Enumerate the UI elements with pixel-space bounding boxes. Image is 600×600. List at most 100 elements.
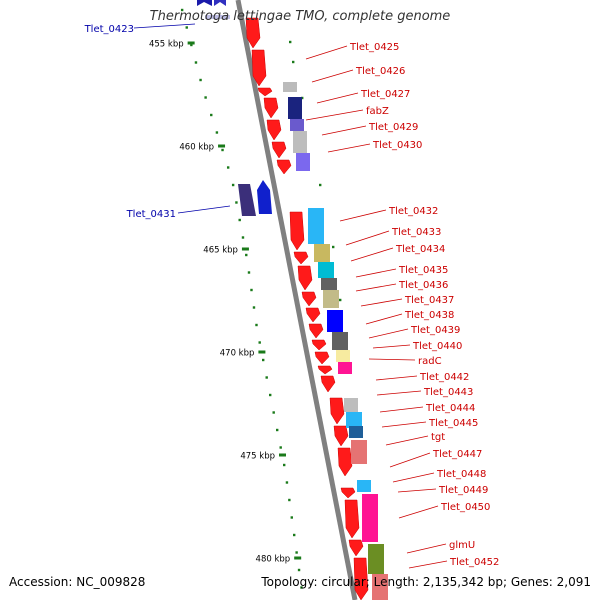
gene-label-forward: Tlet_0433 xyxy=(391,227,441,238)
scale-dot xyxy=(221,148,224,152)
gene-domain-block xyxy=(372,574,388,600)
gene-domain-block xyxy=(351,440,367,464)
scale-tick-label: 470 kbp xyxy=(220,349,255,359)
label-leader-forward xyxy=(368,358,416,361)
gene-arrow-forward xyxy=(271,141,287,159)
label-leader-forward xyxy=(397,488,437,493)
gene-arrow-forward xyxy=(348,539,364,557)
gene-label-forward: Tlet_0439 xyxy=(410,325,460,336)
label-leader-forward xyxy=(365,313,403,325)
label-leader-forward xyxy=(311,69,354,83)
gene-label-forward: Tlet_0429 xyxy=(368,122,418,133)
gene-label-forward: Tlet_0435 xyxy=(398,265,448,276)
scale-tick-mark xyxy=(241,247,249,251)
gene-label-forward: Tlet_0425 xyxy=(349,42,399,53)
gene-label-forward: Tlet_0444 xyxy=(425,403,475,414)
gene-label-forward: Tlet_0426 xyxy=(355,66,405,77)
gene-domain-block xyxy=(318,262,334,278)
gene-label-forward: Tlet_0430 xyxy=(372,140,422,151)
scale-dot xyxy=(279,446,282,449)
scale-tick-mark xyxy=(218,144,226,148)
label-leaders xyxy=(133,23,448,569)
gene-label-forward: tgt xyxy=(431,432,445,443)
gene-arrow-forward xyxy=(320,375,336,393)
scale-dot xyxy=(288,498,291,502)
label-leader-forward xyxy=(392,472,435,483)
gene-label-forward: Tlet_0436 xyxy=(398,280,448,291)
label-leader-forward xyxy=(339,209,387,222)
scale-dot xyxy=(292,60,295,64)
gene-arrow-forward xyxy=(263,97,279,119)
gene-label-forward: Tlet_0427 xyxy=(360,89,410,100)
scale-dot xyxy=(301,96,304,100)
genome-backbone xyxy=(233,0,360,600)
gene-label-forward: Tlet_0432 xyxy=(388,206,438,217)
scale-tick-label: 465 kbp xyxy=(203,246,238,256)
gene-domain-block xyxy=(293,131,307,153)
scale-dot xyxy=(258,341,261,344)
gene-arrow-forward xyxy=(340,487,356,499)
scale-dot xyxy=(283,463,286,467)
scale-dot xyxy=(262,358,265,362)
scale-dot xyxy=(210,113,213,117)
gene-domain-block xyxy=(296,153,310,171)
label-leader-forward xyxy=(355,268,397,278)
scale-dot xyxy=(245,253,248,257)
label-leader-reverse xyxy=(177,205,231,214)
gene-arrow-reverse xyxy=(238,184,256,216)
gene-arrow-forward xyxy=(276,159,292,175)
gene-arrow-forward xyxy=(293,251,309,265)
gene-domain-block xyxy=(338,362,352,374)
gene-arrow-forward xyxy=(289,211,305,251)
gene-domain-block xyxy=(357,480,371,492)
gene-arrow-forward xyxy=(333,425,349,447)
scale-dot xyxy=(297,568,301,572)
gene-domain-block xyxy=(349,426,363,438)
scale-tick-label: 455 kbp xyxy=(149,40,184,50)
map-title: Thermotoga lettingae TMO, complete genom… xyxy=(149,9,451,24)
scale-dot xyxy=(194,61,198,64)
scale-tick-mark xyxy=(294,556,302,560)
scale-dot xyxy=(276,428,279,432)
scale-tick-mark xyxy=(187,41,195,45)
gene-features xyxy=(197,0,388,600)
scale-dot xyxy=(300,586,303,589)
gene-arrow-forward xyxy=(353,557,369,600)
scale-dot xyxy=(289,40,292,44)
gene-domain-block xyxy=(344,398,358,412)
label-leader-forward xyxy=(376,390,422,396)
label-leader-forward xyxy=(398,505,439,519)
label-leader-forward xyxy=(368,328,409,339)
gene-label-forward: Tlet_0440 xyxy=(412,341,462,352)
gene-domain-block xyxy=(336,350,350,362)
gene-label-reverse: Tlet_0431 xyxy=(126,209,176,220)
scale-dot xyxy=(247,271,251,274)
scale-dot xyxy=(255,323,258,327)
gene-label-forward: Tlet_0450 xyxy=(440,502,490,513)
gene-domain-block xyxy=(321,278,337,290)
gene-label-forward: Tlet_0447 xyxy=(432,449,482,460)
scale-dot xyxy=(295,551,298,554)
scale-dot xyxy=(226,166,230,169)
gene-label-forward: fabZ xyxy=(366,106,389,117)
gene-label-forward: Tlet_0442 xyxy=(419,372,469,383)
scale-dot xyxy=(290,516,293,519)
label-leader-forward xyxy=(355,283,397,292)
label-leader-forward xyxy=(372,344,411,349)
scale-dot xyxy=(180,8,184,12)
scale-dot xyxy=(199,78,202,82)
scale-dot xyxy=(332,245,335,249)
gene-domain-block xyxy=(362,494,378,542)
gene-label-forward: Tlet_0445 xyxy=(428,418,478,429)
gene-arrow-forward xyxy=(308,323,324,339)
scale-tick-mark xyxy=(258,350,266,354)
scale-dot xyxy=(252,306,256,309)
gene-arrow-forward xyxy=(251,49,267,87)
gene-label-forward: Tlet_0434 xyxy=(395,244,445,255)
label-leader-forward xyxy=(316,92,359,104)
gene-label-forward: Tlet_0437 xyxy=(404,295,454,306)
gene-domain-block xyxy=(314,244,330,262)
gene-label-forward: Tlet_0438 xyxy=(404,310,454,321)
gene-arrow-reverse xyxy=(214,0,226,6)
